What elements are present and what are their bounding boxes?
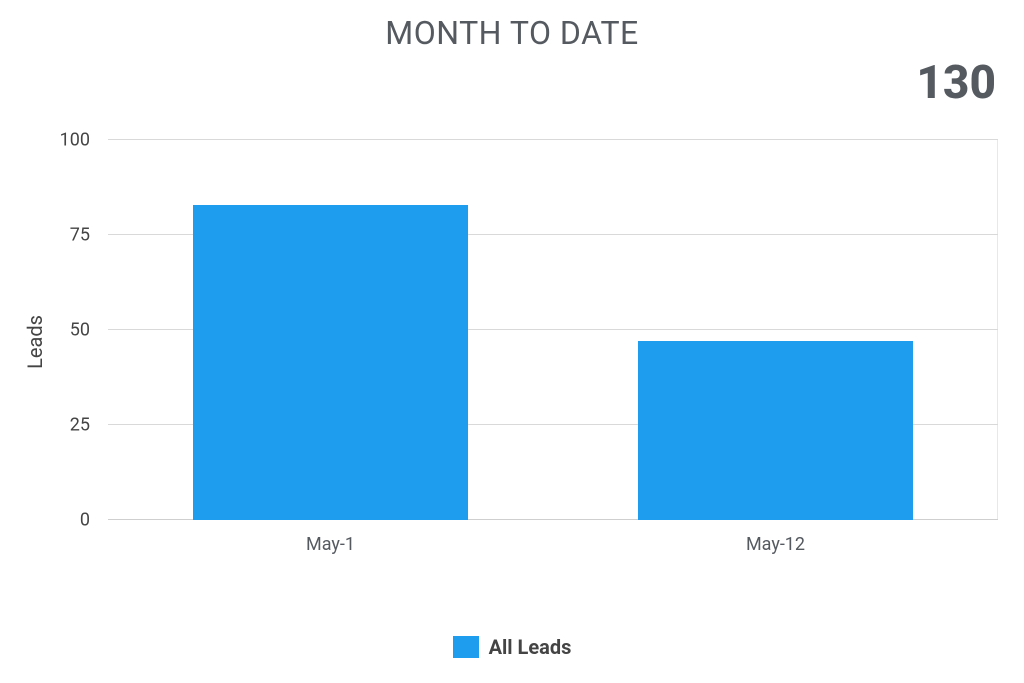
y-tick-label: 25	[40, 415, 90, 436]
plot-area: 0255075100May-1May-12	[108, 140, 998, 520]
x-tick-label: May-1	[306, 534, 355, 555]
legend-label: All Leads	[489, 635, 572, 659]
chart-total-value: 130	[916, 56, 996, 110]
y-tick-label: 0	[40, 510, 90, 531]
bar	[638, 341, 914, 520]
bar	[193, 205, 469, 520]
y-tick-label: 100	[40, 130, 90, 151]
legend-swatch	[453, 636, 479, 658]
leads-chart: MONTH TO DATE 130 Leads 0255075100May-1M…	[0, 0, 1024, 683]
chart-title: MONTH TO DATE	[0, 14, 1024, 52]
plot-right-border	[997, 140, 998, 520]
chart-legend: All Leads	[0, 635, 1024, 659]
y-tick-label: 75	[40, 225, 90, 246]
gridline	[108, 139, 998, 140]
x-tick-label: May-12	[746, 534, 805, 555]
y-tick-label: 50	[40, 320, 90, 341]
